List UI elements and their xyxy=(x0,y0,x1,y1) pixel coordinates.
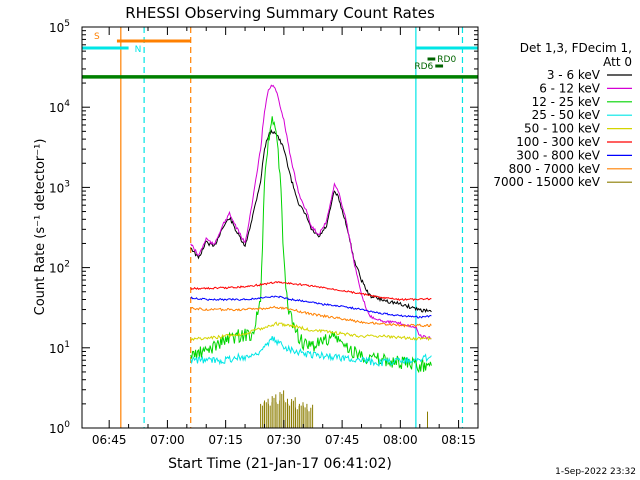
legend-label-8: 7000 - 15000 keV xyxy=(493,175,600,189)
legend-label-3: 25 - 50 keV xyxy=(532,108,601,122)
x-tick-label-4: 07:45 xyxy=(325,433,360,447)
annotation-label-s: S xyxy=(94,32,100,42)
x-tick-label-3: 07:30 xyxy=(267,433,302,447)
series-6-12-kev xyxy=(190,84,432,340)
chart-title: RHESSI Observing Summary Count Rates xyxy=(125,4,435,22)
x-tick-label-5: 08:00 xyxy=(383,433,418,447)
series-25-50-kev xyxy=(190,335,432,367)
annotation-label-n: N xyxy=(135,45,142,55)
x-tick-label-1: 07:00 xyxy=(150,433,185,447)
annotation-label-rd0: RD0 xyxy=(437,55,456,65)
y-axis-label: Count Rate (s⁻¹ detector⁻¹) xyxy=(33,139,48,316)
y-tick-label-3: 103 xyxy=(49,179,70,195)
y-tick-label-2: 102 xyxy=(49,260,70,276)
plot-frame xyxy=(81,26,479,429)
legend-label-2: 12 - 25 keV xyxy=(532,95,601,109)
y-tick-label-0: 100 xyxy=(49,420,70,436)
legend-header-line-1: Det 1,3, FDecim 1, xyxy=(520,41,632,55)
x-axis-label: Start Time (21-Jan-17 06:41:02) xyxy=(168,456,392,472)
x-tick-label-2: 07:15 xyxy=(208,433,243,447)
series-50-100-kev xyxy=(190,321,432,342)
footer-date: 1-Sep-2022 23:32 xyxy=(555,467,636,477)
x-tick-label-0: 06:45 xyxy=(92,433,127,447)
x-axis-ticks: 06:45 07:00 07:15 07:30 07:45 08:00 08:15 xyxy=(92,27,476,447)
series-3-6-kev xyxy=(190,128,432,313)
legend-label-7: 800 - 7000 keV xyxy=(509,162,601,176)
legend-label-4: 50 - 100 keV xyxy=(524,122,601,136)
series-7000-15000-kev xyxy=(260,390,428,428)
y-axis-ticks: 100 101 102 103 104 105 xyxy=(49,19,478,436)
legend-label-1: 6 - 12 keV xyxy=(539,81,601,95)
series-300-800-kev xyxy=(190,295,432,319)
annotation-label-rd6: RD6 xyxy=(414,62,433,72)
y-tick-label-4: 104 xyxy=(49,99,70,115)
legend-label-6: 300 - 800 keV xyxy=(516,148,600,162)
y-tick-label-5: 105 xyxy=(49,19,70,35)
y-tick-label-1: 101 xyxy=(49,340,70,356)
x-tick-label-6: 08:15 xyxy=(441,433,476,447)
legend-label-0: 3 - 6 keV xyxy=(547,68,601,82)
legend-label-5: 100 - 300 keV xyxy=(516,135,600,149)
series-100-300-kev xyxy=(190,281,432,302)
series-12-25-kev xyxy=(190,116,432,374)
legend-header-line-2: Att 0 xyxy=(603,55,632,69)
series-800-7000-kev xyxy=(190,305,432,328)
